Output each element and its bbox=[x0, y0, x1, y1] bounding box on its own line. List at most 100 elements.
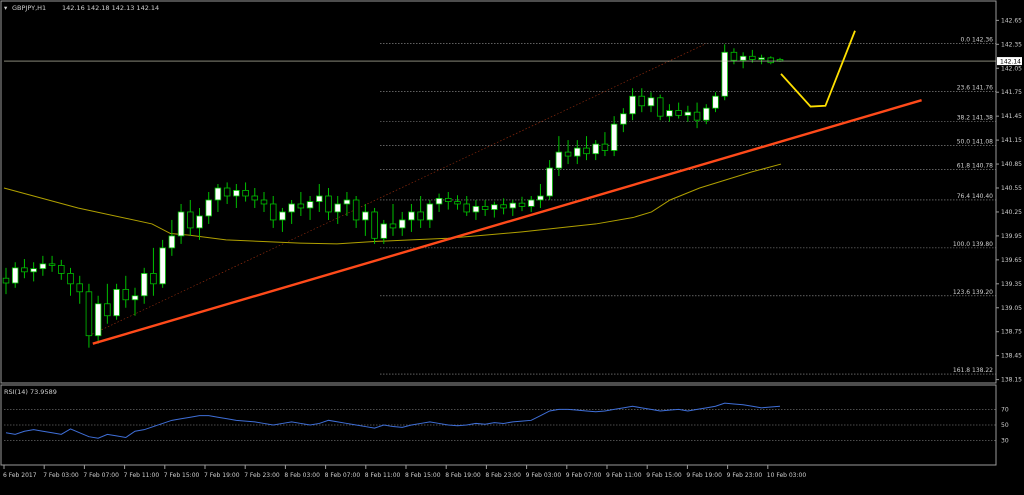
candle bbox=[362, 203, 369, 236]
candle bbox=[601, 132, 609, 157]
time-tick-label: 7 Feb 07:00 bbox=[83, 472, 119, 479]
candle-body bbox=[242, 190, 249, 197]
rsi-tick-label: 70 bbox=[1001, 406, 1009, 413]
candle-body bbox=[758, 57, 765, 60]
candle-body bbox=[168, 235, 176, 249]
candle-body bbox=[279, 211, 286, 221]
candle bbox=[352, 195, 360, 228]
time-tick-label: 6 Feb 2017 bbox=[3, 472, 37, 479]
candles bbox=[2, 44, 996, 348]
candle bbox=[666, 104, 673, 122]
price-tick-label: 140.85 bbox=[1001, 161, 1022, 168]
candle-body bbox=[316, 195, 323, 202]
candle-body bbox=[684, 111, 692, 116]
candle bbox=[2, 267, 10, 295]
candle-body bbox=[343, 199, 351, 205]
candle bbox=[48, 255, 56, 272]
candle-body bbox=[546, 167, 553, 197]
candle bbox=[749, 49, 756, 63]
candle bbox=[306, 195, 314, 220]
candle-body bbox=[297, 203, 305, 209]
rsi-frame bbox=[0, 384, 997, 466]
candle-body bbox=[11, 267, 19, 284]
candle-body bbox=[555, 151, 563, 169]
candle bbox=[684, 105, 692, 122]
time-tick-label: 9 Feb 11:00 bbox=[606, 472, 642, 479]
candle-body bbox=[426, 203, 434, 221]
candle-body bbox=[269, 203, 277, 221]
price-tick-label: 139.05 bbox=[1001, 305, 1022, 312]
rsi-tick-label: 30 bbox=[1001, 438, 1009, 445]
candle-body bbox=[288, 203, 295, 213]
candle bbox=[537, 184, 544, 208]
candle bbox=[269, 195, 277, 228]
candle-body bbox=[537, 195, 544, 201]
price-tick-label: 142.35 bbox=[1001, 41, 1022, 48]
dropdown-arrow-icon[interactable]: ▾ bbox=[4, 4, 8, 12]
time-tick-label: 7 Feb 03:00 bbox=[43, 472, 79, 479]
candle bbox=[730, 48, 738, 65]
candle bbox=[159, 239, 166, 288]
candle-body bbox=[76, 283, 83, 293]
price-tick-label: 139.95 bbox=[1001, 233, 1022, 240]
candle-body bbox=[500, 204, 507, 209]
time-tick-label: 8 Feb 11:00 bbox=[365, 472, 401, 479]
candle-body bbox=[140, 273, 148, 297]
candle bbox=[675, 102, 682, 119]
candle bbox=[445, 192, 452, 210]
candle-body bbox=[712, 95, 719, 109]
candle bbox=[527, 195, 535, 212]
trendlines bbox=[92, 30, 922, 345]
candle-body bbox=[527, 199, 535, 207]
time-tick-label: 7 Feb 11:00 bbox=[124, 472, 160, 479]
candle-body bbox=[721, 51, 728, 97]
candle bbox=[187, 199, 194, 236]
candle-body bbox=[601, 143, 609, 151]
time-tick-label: 9 Feb 07:00 bbox=[566, 472, 602, 479]
candle bbox=[454, 195, 461, 210]
main-chart-frame bbox=[0, 0, 997, 384]
candle bbox=[481, 199, 489, 216]
candle bbox=[417, 195, 424, 228]
candle-body bbox=[371, 211, 378, 239]
candle-body bbox=[85, 291, 93, 337]
candle bbox=[647, 92, 655, 113]
candle bbox=[389, 203, 397, 236]
candle-body bbox=[325, 195, 332, 213]
candle-body bbox=[214, 187, 222, 201]
candle bbox=[610, 116, 618, 157]
trendline bbox=[92, 99, 922, 345]
candle-body bbox=[104, 303, 111, 317]
time-tick-label: 8 Feb 23:00 bbox=[485, 472, 521, 479]
candle bbox=[435, 193, 443, 212]
candle bbox=[11, 262, 19, 288]
candle bbox=[638, 88, 646, 113]
candle bbox=[67, 267, 74, 296]
candle-body bbox=[48, 263, 56, 266]
candle bbox=[223, 182, 231, 204]
candle-body bbox=[39, 263, 47, 270]
time-tick-label: 8 Feb 03:00 bbox=[284, 472, 320, 479]
candle bbox=[58, 259, 65, 280]
candle-body bbox=[362, 211, 369, 221]
candle-body bbox=[94, 303, 102, 337]
candle bbox=[509, 199, 517, 216]
candle bbox=[279, 207, 286, 232]
candle-body bbox=[435, 197, 443, 205]
candle-body bbox=[454, 201, 461, 205]
candle-body bbox=[122, 288, 130, 301]
fib-label: 50.0 141.08 bbox=[957, 139, 993, 146]
candle bbox=[472, 199, 480, 220]
candle bbox=[30, 262, 37, 282]
candle bbox=[85, 283, 93, 348]
ohlc-label: 142.16 142.18 142.13 142.14 bbox=[62, 4, 159, 12]
candle bbox=[712, 92, 719, 113]
candle-body bbox=[610, 123, 618, 151]
candle-body bbox=[445, 197, 452, 202]
time-tick-label: 7 Feb 15:00 bbox=[164, 472, 200, 479]
candle-body bbox=[131, 295, 139, 301]
fibonacci-levels: 0.0 142.36 23.6 141.76 38.2 141.38 50.0 141… bbox=[88, 37, 996, 375]
candle bbox=[113, 283, 120, 320]
